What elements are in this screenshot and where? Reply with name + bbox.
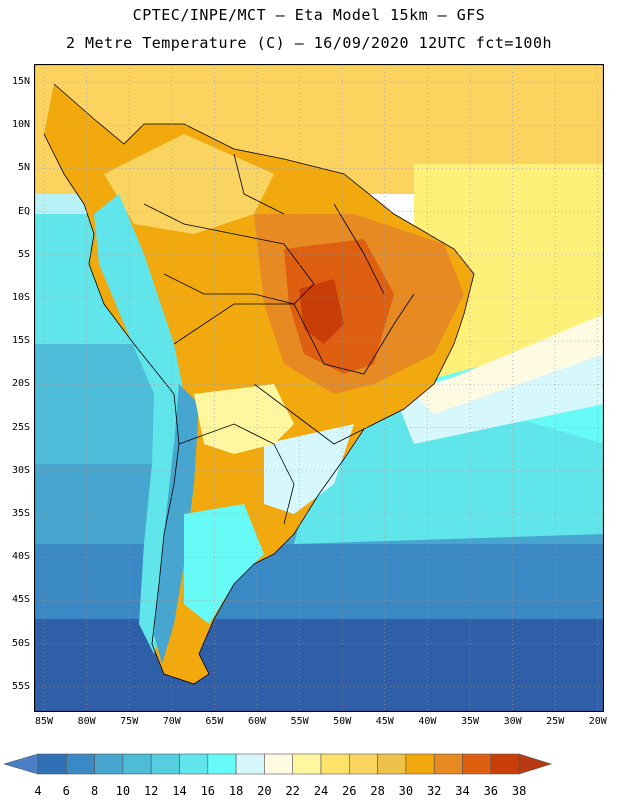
map-title-line2: 2 Metre Temperature (C) – 16/09/2020 12U… (65, 34, 553, 52)
patagonia-cool (184, 504, 264, 624)
colorbar-tick-label: 24 (313, 784, 329, 798)
lon-label: 40W (418, 716, 437, 727)
lon-label: 50W (333, 716, 352, 727)
lat-label: 10N (11, 119, 30, 131)
lat-label: 15S (11, 335, 30, 347)
colorbar-tick-label: 30 (398, 784, 414, 798)
colorbar-arrow-low (2, 753, 39, 775)
southern-cone-mild (194, 384, 294, 454)
colorbar-swatch (377, 753, 407, 775)
andes-cold-core (154, 384, 199, 664)
colorbar-tick-label: 8 (90, 784, 99, 798)
lon-label: 25W (546, 716, 565, 727)
colorbar-tick-label: 38 (511, 784, 527, 798)
colorbar-swatch (207, 753, 237, 775)
temperature-map (34, 64, 604, 712)
lon-label: 75W (120, 716, 139, 727)
lon-label: 85W (34, 716, 54, 727)
country-boundaries (43, 83, 475, 685)
colorbar-swatch (264, 753, 293, 775)
lon-label: 35W (460, 716, 480, 727)
lat-label: 50S (11, 637, 30, 649)
lon-label: 70W (162, 716, 181, 727)
colorbar-tick-label: 34 (455, 784, 470, 798)
colorbar-swatch (150, 753, 180, 775)
lon-label: 80W (77, 716, 96, 727)
colorbar-swatch (37, 753, 67, 775)
colorbar-tick-label: 26 (342, 784, 357, 798)
lon-label: 60W (247, 716, 267, 727)
lat-label: 45S (11, 594, 30, 606)
southern-brazil-cool (264, 424, 354, 514)
colorbar-tick-label: 10 (115, 784, 131, 798)
lat-label: 55S (11, 680, 30, 692)
ocean-atlantic-mid (294, 394, 604, 544)
colorbar-swatch (179, 753, 209, 775)
colorbar-swatch (94, 753, 124, 775)
colorbar-tick-label: 6 (62, 784, 70, 798)
colorbar-swatch (235, 753, 265, 775)
lat-label: 5S (17, 248, 30, 260)
central-brazil-extreme (299, 279, 344, 344)
colorbar-arrow-high (518, 753, 553, 775)
lat-label: 5N (17, 162, 30, 174)
lat-label: EQ (17, 205, 30, 217)
colorbar-tick-label: 32 (426, 784, 442, 798)
colorbar-tick-label: 14 (172, 784, 187, 798)
map-title-line1: CPTEC/INPE/MCT – Eta Model 15km – GFS (132, 6, 486, 24)
colorbar-swatch (66, 753, 95, 775)
colorbar-tick-label: 36 (483, 784, 499, 798)
lat-label: 35S (11, 508, 30, 519)
lat-label: 40S (11, 551, 30, 563)
colorbar-swatch (462, 753, 492, 775)
colorbar-tick-label: 4 (34, 784, 42, 798)
colorbar-tick-label: 12 (143, 784, 159, 798)
colorbar-swatch (348, 753, 378, 775)
colorbar-tick-label: 20 (257, 784, 272, 798)
lon-label: 30W (503, 716, 522, 727)
colorbar-swatch (405, 753, 435, 775)
ocean-band-south-1 (34, 544, 604, 624)
lat-label: 20S (11, 378, 30, 390)
colorbar-swatch (490, 753, 520, 775)
map-border (34, 64, 604, 712)
color-scale-bar (2, 753, 553, 775)
colorbar-tick-label: 22 (285, 784, 300, 798)
lon-label: 55W (290, 716, 309, 727)
ocean-atlantic-cream (414, 314, 604, 414)
colorbar-tick-label: 16 (200, 784, 216, 798)
lat-label: 25S (11, 421, 30, 433)
lat-label: 15N (11, 76, 30, 87)
lon-label: 20W (588, 716, 607, 727)
colorbar-tick-label: 18 (228, 784, 244, 798)
lon-label: 45W (375, 716, 394, 727)
lat-label: 30S (11, 464, 30, 476)
colorbar-swatch (122, 753, 152, 775)
lat-label: 10S (11, 292, 30, 303)
lon-label: 65W (205, 716, 224, 727)
colorbar-swatch (292, 753, 322, 775)
colorbar-tick-label: 28 (370, 784, 385, 798)
graticule-grid (34, 64, 604, 712)
north-coast-warm (104, 134, 274, 234)
colorbar-swatch (433, 753, 463, 775)
colorbar-swatch (320, 753, 350, 775)
ocean-band-south-2 (34, 619, 604, 712)
